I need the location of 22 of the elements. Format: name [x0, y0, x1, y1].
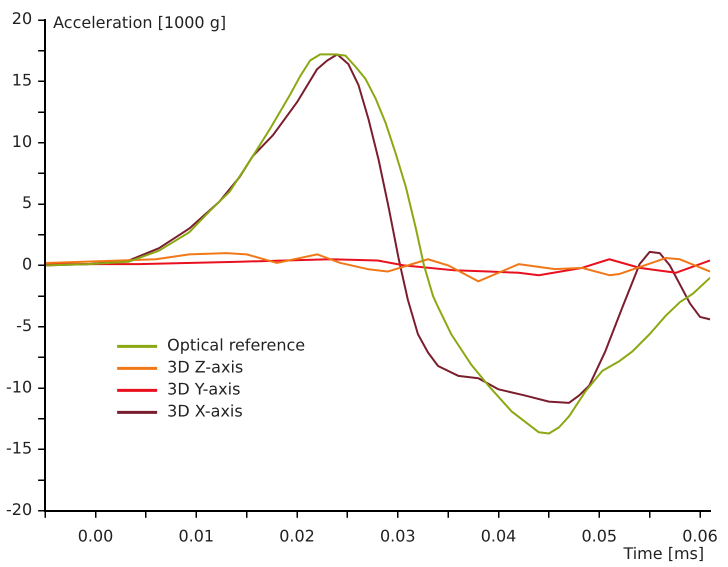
y-tick-label: 20: [12, 9, 32, 28]
legend-label: 3D X-axis: [167, 402, 243, 421]
x-tick-label: 0.03: [380, 526, 416, 546]
legend-label: 3D Z-axis: [167, 358, 244, 377]
legend-label: Optical reference: [167, 336, 306, 355]
x-tick-label: 0.01: [178, 526, 214, 546]
y-axis-title: Acceleration [1000 g]: [53, 13, 226, 32]
text: 0.00: [78, 526, 114, 546]
legend-label: 3D Y-axis: [167, 380, 240, 399]
y-tick-label: 10: [12, 132, 32, 151]
x-tick-label: 0.02: [279, 526, 315, 546]
x-tick-label: 0.04: [480, 526, 516, 546]
y-tick-label: 5: [22, 193, 32, 212]
x-tick-label: 0.06: [682, 526, 718, 546]
x-axis-title: Time [ms]: [622, 544, 704, 564]
y-tick-label: 0: [22, 254, 32, 274]
y-tick-label: -15: [6, 438, 32, 458]
x-tick-label: 0.05: [581, 526, 618, 546]
y-tick-label: -20: [6, 500, 32, 519]
y-tick-label: 15: [12, 70, 32, 90]
y-tick-label: -5: [16, 316, 32, 335]
y-tick-label: -10: [6, 377, 32, 396]
